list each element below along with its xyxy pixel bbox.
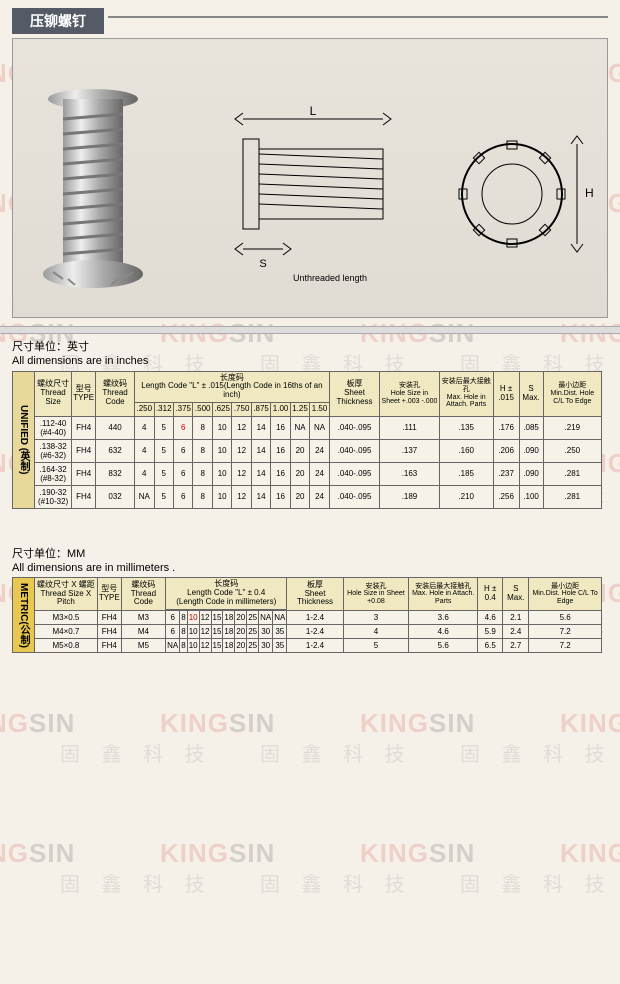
dim-L: L: [310, 104, 317, 118]
inches-table: 螺纹尺寸Thread Size型号TYPE螺纹码Thread Code长度码Le…: [34, 371, 602, 509]
table-row: .190-32(#10-32)FH4032NA568101214162024.0…: [35, 485, 602, 508]
table-row: .164-32(#8-32)FH48324568101214162024.040…: [35, 462, 602, 485]
table-row: .112-40(#4-40)FH4440456810121416NANA.040…: [35, 416, 602, 439]
title-rule: [108, 16, 608, 26]
mm-units: 尺寸单位：MMAll dimensions are in millimeters…: [12, 547, 608, 576]
unthreaded-label: Unthreaded length: [293, 273, 367, 283]
unified-tab: UNIFIED (英制): [12, 371, 34, 509]
stud-drawing: L S Unthreaded length: [213, 99, 413, 299]
stud-photo: [33, 79, 153, 299]
head-drawing: H: [447, 119, 597, 269]
dim-H: H: [585, 186, 594, 200]
table-row: M3×0.5FH4M368101215182025NANA1-2.433.64.…: [35, 610, 602, 624]
mm-table: 螺纹尺寸 X 螺距Thread Size X Pitch型号TYPE螺纹码Thr…: [34, 577, 602, 652]
page-title: 压铆螺钉: [12, 8, 104, 34]
table-row: M5×0.8FH4M5NA810121518202530351-2.455.66…: [35, 638, 602, 652]
diagram-panel: L S Unthreaded length: [12, 38, 608, 318]
inches-units: 尺寸单位：英寸All dimensions are in inches: [12, 340, 608, 369]
table-row: .138-32(#6-32)FH46324568101214162024.040…: [35, 439, 602, 462]
table-row: M4×0.7FH4M46810121518202530351-2.444.65.…: [35, 624, 602, 638]
dim-S: S: [259, 258, 266, 270]
metric-tab: METRIC(公制): [12, 577, 34, 652]
